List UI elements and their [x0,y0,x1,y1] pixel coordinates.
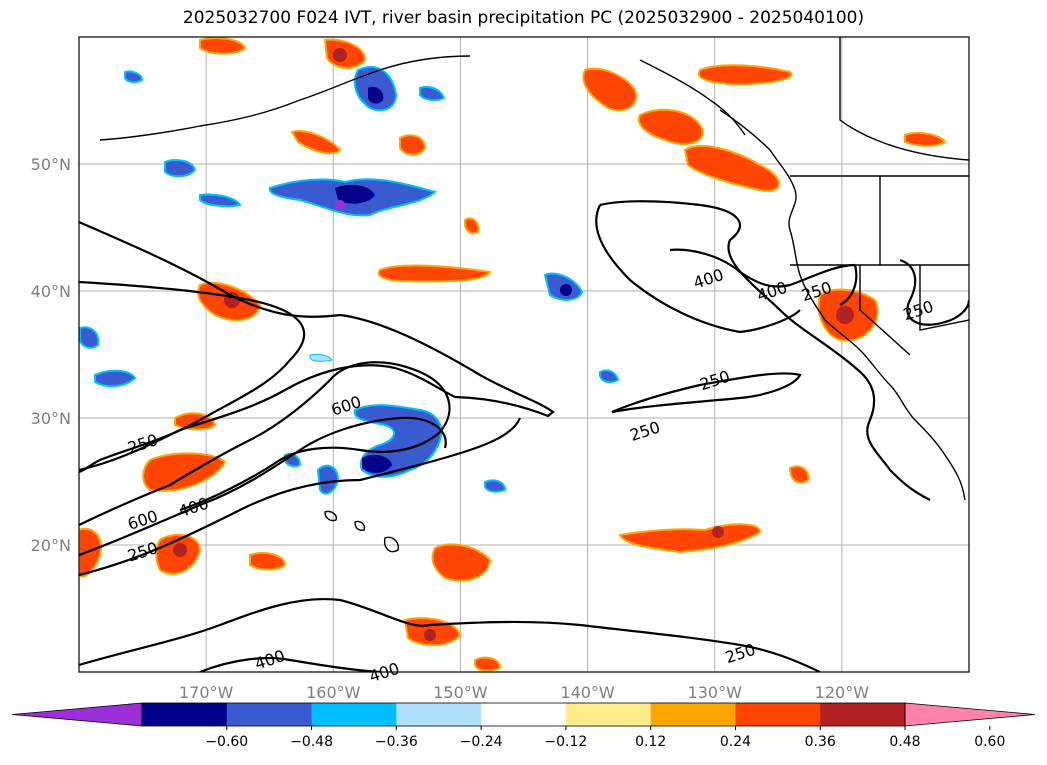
colorbar-tick-label: 0.24 [720,734,751,750]
anomaly-positive-region [582,67,637,112]
ivt-contour-line [599,200,931,501]
lon-tick-label: 140°W [560,683,615,702]
lat-tick-label: 50°N [31,155,71,174]
lat-tick-label: 40°N [31,282,71,301]
longitude-labels: 170°W 160°W 150°W 140°W 130°W 120°W [179,683,869,702]
colorbar-segment [311,703,397,726]
anomaly-positive-region [249,552,287,571]
lon-tick-label: 150°W [433,683,488,702]
colorbar-frame [141,702,906,727]
anomaly-positive-region [333,48,347,62]
anomaly-positive-region [712,526,724,538]
ivt-contours [79,200,969,672]
colorbar-segment [481,703,567,726]
anomaly-positive-region [788,465,810,484]
colorbar-tick-label: −0.24 [460,734,503,750]
anomaly-positive-region [224,292,240,308]
ivt-contour-line [611,372,802,414]
latitude-labels: 50°N 40°N 30°N 20°N [31,155,71,555]
anomaly-negative-region [94,369,137,388]
ivt-contour-line [199,657,381,672]
coastline-alaska [99,55,471,141]
colorbar-segment [735,703,821,726]
anomaly-positive-region [836,306,854,324]
lat-tick-label: 20°N [31,536,71,555]
colorbar-tick-label: 0.36 [805,734,836,750]
anomaly-positive-region [142,452,227,492]
anomaly-positive-region [431,543,492,582]
anomaly-negative-region [335,184,375,204]
colorbar-extend-low [11,702,143,727]
ivt-contour-line [669,248,856,288]
lon-tick-label: 160°W [306,683,361,702]
colorbar-segment [820,703,906,726]
border-state [839,37,969,161]
anomaly-negative-region [484,479,507,493]
anomaly-negative-region [199,193,242,208]
coastline-hawaii [324,510,399,553]
colorbar-tick-label: −0.60 [205,734,248,750]
anomaly-positive-region [424,629,436,641]
ivt-contour-line [79,597,821,672]
colorbar-segment [396,703,482,726]
anomaly-negative-region [560,284,572,296]
anomaly-positive-region [173,543,187,557]
ivt-contour-line [79,280,306,474]
colorbar-segment [142,703,228,726]
ivt-contour-line [899,258,969,326]
anomaly-positive-region [474,656,502,672]
anomaly-negative-region [335,200,345,210]
coastline-alaska-panhandle [639,59,746,136]
anomaly-negative-region [164,159,197,178]
anomaly-positive-region [399,134,427,156]
anomaly-positive-region [904,132,947,147]
anomaly-negative-region [419,85,446,102]
lat-tick-label: 30°N [31,409,71,428]
colorbar-segment [565,703,652,726]
colorbar-segment [226,703,313,726]
anomaly-positive-region [618,523,762,554]
anomaly-positive-region [377,264,492,283]
precip-anomaly-shading [79,37,947,672]
coastline-north-america [719,109,966,501]
anomaly-positive-region [290,130,342,155]
anomaly-negative-region [362,454,392,473]
anomaly-positive-region [683,144,780,192]
anomaly-positive-region [79,527,102,578]
colorbar: −0.60 −0.48 −0.36 −0.24 −0.12 0.12 0.24 0.36 0.4… [11,702,1036,750]
map-frame [78,36,970,673]
anomaly-negative-region [599,369,620,384]
ivt-contour-line [79,416,447,557]
colorbar-tick-label: −0.36 [375,734,418,750]
map-title: 2025032700 F024 IVT, river basin precipi… [182,8,865,28]
colorbar-tick-label: 0.48 [889,734,920,750]
border-state [859,265,911,356]
anomaly-positive-region [697,64,793,86]
colorbar-tick-label: −0.12 [544,734,587,750]
map-plot-area [79,37,969,672]
ivt-contour-line [79,417,522,577]
coastlines [99,37,969,553]
ivt-contour-line [79,220,555,472]
anomaly-negative-region [309,353,333,362]
anomaly-negative-region [124,70,144,84]
ivt-contour-line [839,264,858,306]
colorbar-tick-label: 0.12 [635,734,666,750]
ivt-contour-line [595,204,801,334]
lon-tick-label: 170°W [179,683,234,702]
colorbar-segment [650,703,736,726]
lon-tick-label: 130°W [688,683,743,702]
colorbar-tick-label: 0.60 [974,734,1005,750]
anomaly-positive-region [463,217,480,235]
anomaly-negative-region [79,326,100,349]
anomaly-positive-region [637,108,704,145]
border-state [919,265,969,331]
lon-tick-label: 120°W [815,683,870,702]
anomaly-negative-region [368,86,384,104]
colorbar-tick-label: −0.48 [290,734,333,750]
anomaly-positive-region [199,37,247,55]
colorbar-extend-high [904,702,1036,727]
